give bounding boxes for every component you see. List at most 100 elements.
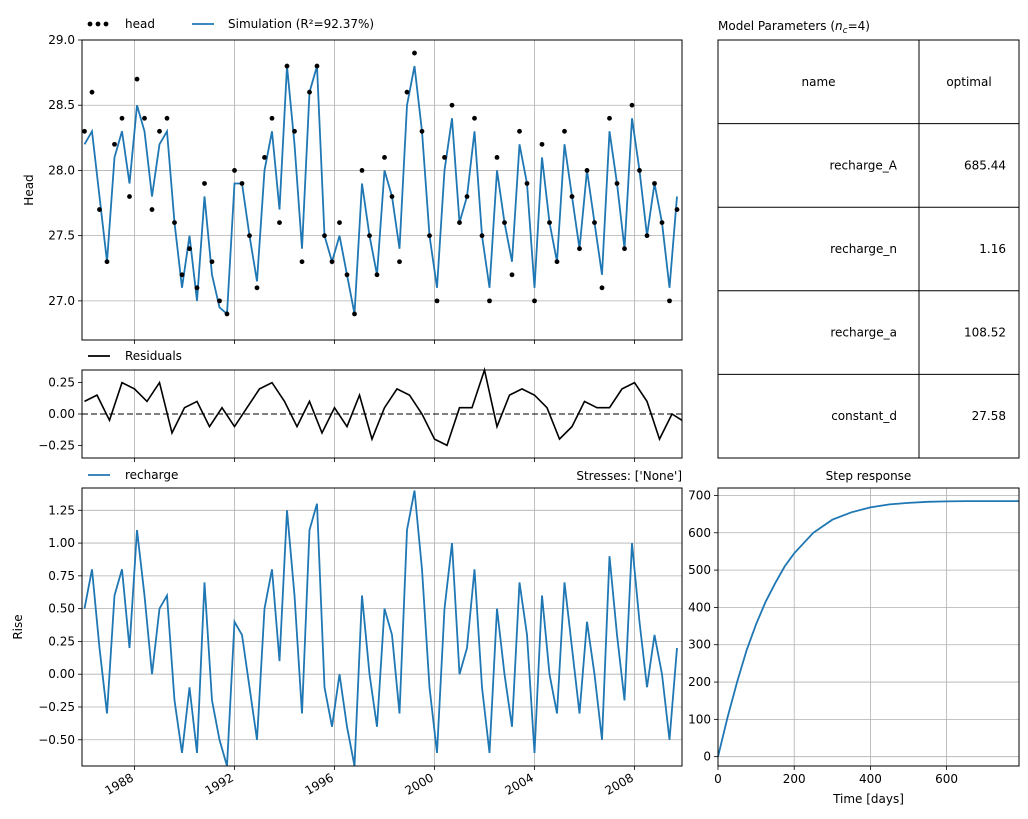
- rech-ytick-label: 1.25: [48, 503, 75, 517]
- head-observation-point: [599, 285, 605, 291]
- head-observation-point: [247, 233, 252, 239]
- table-border: [717, 39, 1020, 459]
- resid-ytick-label: 0.00: [48, 407, 75, 421]
- head-observation-point: [164, 115, 170, 121]
- head-observation-point: [149, 207, 155, 212]
- head-observation-point: [359, 168, 365, 173]
- head-observation-point: [412, 50, 417, 56]
- head-observation-point: [509, 272, 515, 278]
- table-title-subscript: c: [843, 26, 848, 36]
- resid-ytick-label: 0.25: [48, 376, 75, 390]
- head-ytick-label: 27.5: [48, 229, 75, 243]
- head-observation-point: [584, 168, 590, 173]
- head-observation-point: [494, 154, 500, 160]
- legend-head-marker: [95, 21, 101, 27]
- head-observation-point: [464, 194, 470, 199]
- head-observation-point: [479, 233, 485, 239]
- head-ytick-label: 29.0: [48, 33, 75, 47]
- table-title-text: Model Parameters (: [718, 19, 835, 33]
- head-observation-point: [202, 181, 207, 186]
- step-ytick-label: 500: [688, 563, 711, 577]
- legend-simulation-label: Simulation (R²=92.37%): [228, 17, 374, 31]
- head-observation-point: [607, 115, 612, 121]
- head-observation-point: [614, 181, 620, 186]
- head-observation-point: [82, 128, 87, 134]
- rech-xtick-label: 2008: [603, 770, 636, 797]
- head-observation-point: [532, 298, 537, 304]
- rech-ytick-label: 0.25: [48, 634, 75, 648]
- head-observation-point: [517, 128, 522, 134]
- head-observation-point: [562, 128, 567, 134]
- step-response-line: [717, 500, 1019, 757]
- table-cell-optimal: 1.16: [979, 242, 1006, 256]
- head-observation-point: [554, 259, 560, 265]
- head-observation-point: [119, 115, 125, 121]
- head-observation-point: [659, 220, 665, 226]
- head-observation-point: [577, 246, 582, 252]
- table-title-tail: =4): [848, 19, 870, 33]
- head-observation-point: [224, 311, 230, 317]
- head-observation-point: [194, 285, 200, 291]
- head-observation-point: [547, 220, 552, 226]
- legend-head-marker: [87, 21, 93, 27]
- head-observation-point: [232, 168, 237, 173]
- rech-xtick-label: 1988: [103, 770, 136, 797]
- head-observation-point: [569, 194, 575, 199]
- head-observation-point: [404, 89, 410, 95]
- head-observation-point: [307, 89, 312, 95]
- head-frame: [81, 39, 683, 341]
- step-response-panel: 0 200 400 600 700 600 500 400 300 200 100 0 Step res…: [688, 469, 1020, 806]
- table-cell-optimal: 685.44: [964, 158, 1006, 172]
- recharge-line: [83, 490, 678, 767]
- table-cell-optimal: 27.58: [972, 409, 1006, 423]
- step-ytick-label: 0: [703, 750, 711, 764]
- head-observation-point: [134, 76, 140, 82]
- rech-frame: [81, 487, 683, 767]
- step-frame: [717, 487, 1020, 767]
- table-title: Model Parameters (nc=4): [718, 19, 870, 36]
- table-cell-optimal: 108.52: [964, 326, 1006, 340]
- head-observation-point: [262, 154, 267, 160]
- head-observation-point: [367, 233, 372, 239]
- step-xtick-label: 600: [935, 772, 958, 786]
- rech-xtick-label: 1992: [203, 770, 236, 797]
- residuals-panel: 0.25 0.00 −0.25 Residuals: [38, 349, 683, 462]
- step-xlabel: Time [days]: [832, 792, 904, 806]
- head-observation-point: [284, 63, 290, 69]
- head-observation-point: [592, 220, 597, 226]
- head-observation-point: [187, 246, 192, 252]
- stresses-title: Stresses: ['None']: [576, 469, 682, 483]
- head-observation-point: [629, 102, 635, 108]
- table-cell-name: recharge_a: [830, 326, 897, 340]
- rech-ytick-label: 0.50: [48, 602, 75, 616]
- head-observation-point: [172, 220, 177, 226]
- head-ylabel: Head: [22, 174, 36, 205]
- head-observation-point: [269, 115, 275, 121]
- head-observation-point: [374, 272, 380, 278]
- head-observation-point: [637, 168, 642, 173]
- resid-ytick-label: −0.25: [38, 438, 75, 452]
- head-observation-point: [442, 154, 447, 160]
- head-observation-point: [254, 285, 260, 291]
- legend-recharge-label: recharge: [125, 468, 178, 482]
- rech-xtick-label: 1996: [303, 770, 336, 797]
- step-title: Step response: [826, 469, 912, 483]
- head-observation-point: [457, 220, 462, 226]
- head-observation-point: [292, 128, 297, 134]
- rech-ytick-label: 1.00: [48, 536, 75, 550]
- head-observation-point: [112, 141, 117, 147]
- legend-head-label: head: [125, 17, 155, 31]
- table-cell-name: recharge_A: [829, 158, 897, 172]
- rech-ytick-label: −0.25: [38, 700, 75, 714]
- head-observation-point: [524, 181, 530, 186]
- recharge-ylabel: Rise: [11, 614, 25, 639]
- head-observation-point: [157, 128, 162, 134]
- head-observation-point: [89, 89, 95, 95]
- head-observation-point: [352, 311, 357, 317]
- step-ytick-label: 700: [688, 488, 711, 502]
- head-observation-point: [299, 259, 305, 265]
- rech-ytick-label: 0.75: [48, 569, 75, 583]
- parameters-table: Model Parameters (nc=4) name optimal rechar…: [717, 19, 1020, 459]
- head-observation-point: [329, 259, 335, 265]
- table-cell-name: constant_d: [831, 409, 897, 423]
